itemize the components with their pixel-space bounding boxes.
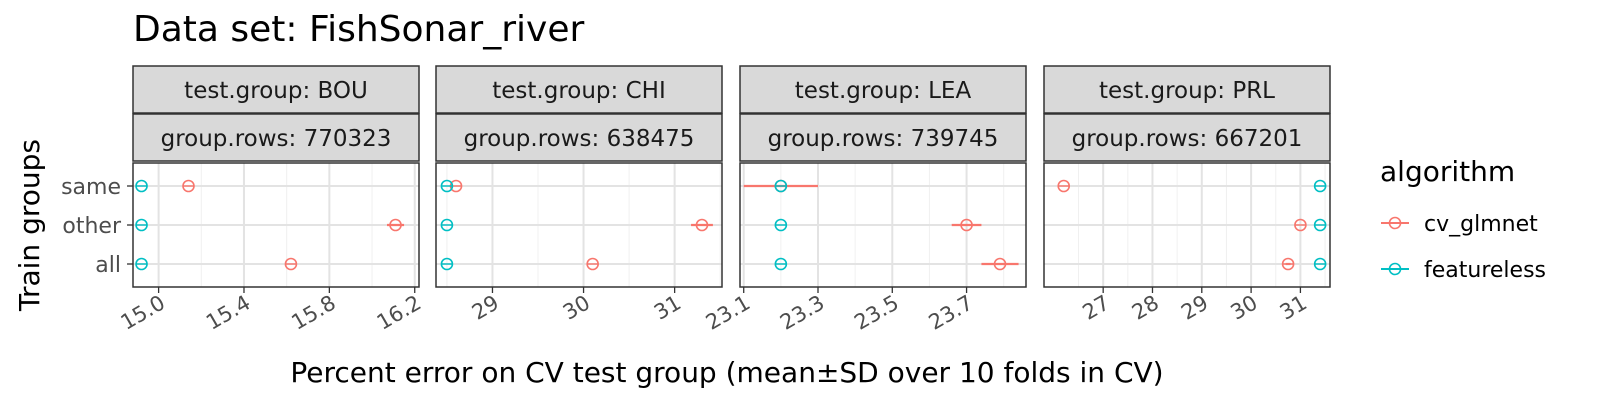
- strip-group-rows: [132, 113, 420, 162]
- facet-panel: test.group: PRL group.rows: 667201 27 28 29 3…: [1043, 65, 1331, 325]
- y-tick-label-same: same: [61, 175, 121, 200]
- strip-group-rows-label: group.rows: 667201: [1072, 126, 1303, 152]
- x-tick-label: 15.0: [117, 291, 170, 335]
- legend-title: algorithm: [1380, 155, 1515, 188]
- y-axis-label: Train groups: [13, 139, 46, 312]
- facet-panel: test.group: CHI group.rows: 638475 29 30 31: [435, 65, 723, 325]
- strip-test-group-label: test.group: LEA: [795, 78, 972, 104]
- strip-test-group: [1043, 65, 1331, 114]
- legend-label-cv_glmnet: cv_glmnet: [1424, 212, 1538, 237]
- strip-group-rows-label: group.rows: 770323: [161, 126, 392, 152]
- legend-label-featureless: featureless: [1424, 258, 1546, 283]
- x-axis-label: Percent error on CV test group (mean±SD …: [290, 356, 1163, 389]
- legend-item-cv_glmnet: cv_glmnet: [1381, 212, 1538, 237]
- strip-test-group-label: test.group: CHI: [492, 78, 665, 104]
- panel-border: [1043, 162, 1331, 288]
- panel-border: [435, 162, 723, 288]
- strip-group-rows: [435, 113, 723, 162]
- x-tick-label: 23.7: [925, 291, 978, 335]
- x-tick-label: 28: [1128, 291, 1163, 325]
- strip-test-group: [132, 65, 420, 114]
- facet-panel: test.group: LEA group.rows: 739745 23.1 23.…: [702, 65, 1027, 335]
- strip-test-group: [739, 65, 1027, 114]
- x-tick-label: 31: [650, 291, 685, 325]
- strip-group-rows: [739, 113, 1027, 162]
- panels: test.group: BOU group.rows: 770323 15.0 15.…: [61, 65, 1331, 335]
- legend-item-featureless: featureless: [1381, 258, 1546, 283]
- facet-panel: test.group: BOU group.rows: 770323 15.0 15.…: [117, 65, 426, 335]
- strip-group-rows: [1043, 113, 1331, 162]
- chart-title: Data set: FishSonar_river: [133, 9, 584, 50]
- x-tick-label: 29: [468, 291, 503, 325]
- strip-test-group: [435, 65, 723, 114]
- x-tick-label: 31: [1276, 291, 1311, 325]
- legend-key-point: [1388, 216, 1402, 230]
- y-tick-label-all: all: [95, 253, 121, 278]
- y-tick-label-other: other: [62, 214, 122, 239]
- strip-group-rows-label: group.rows: 638475: [464, 126, 695, 152]
- strip-group-rows-label: group.rows: 739745: [768, 126, 999, 152]
- legend: cv_glmnet featureless: [1381, 212, 1546, 283]
- x-tick-label: 29: [1177, 291, 1212, 325]
- x-tick-label: 15.4: [202, 291, 255, 335]
- legend-key-point: [1388, 262, 1402, 276]
- x-tick-label: 30: [1226, 291, 1261, 325]
- x-tick-label: 23.3: [776, 291, 829, 335]
- x-tick-label: 16.2: [373, 291, 426, 335]
- x-tick-label: 23.1: [702, 291, 755, 335]
- strip-test-group-label: test.group: PRL: [1099, 78, 1275, 104]
- panel-border: [739, 162, 1027, 288]
- x-tick-label: 23.5: [850, 291, 903, 335]
- x-tick-label: 30: [559, 291, 594, 325]
- x-tick-label: 15.8: [287, 291, 340, 335]
- strip-test-group-label: test.group: BOU: [184, 78, 368, 104]
- x-tick-label: 27: [1079, 291, 1114, 325]
